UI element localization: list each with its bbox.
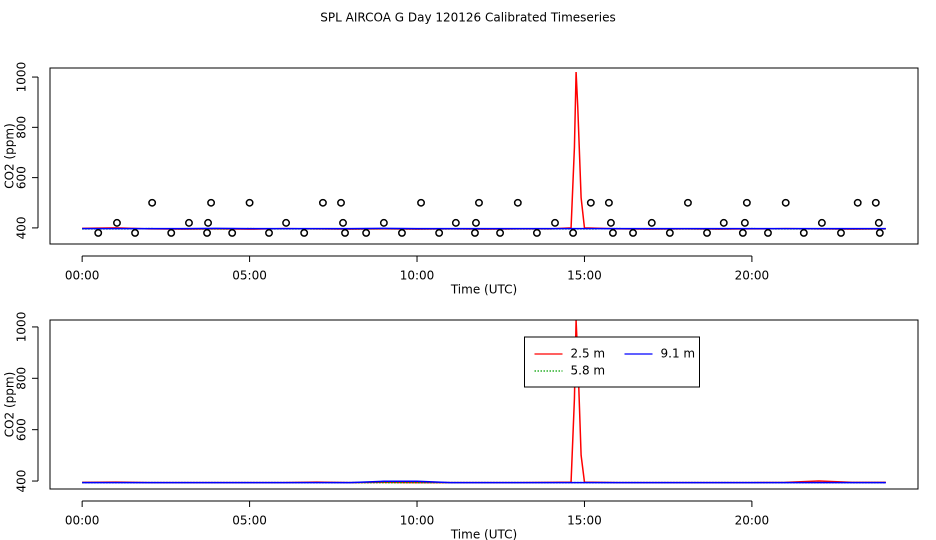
point	[874, 218, 883, 227]
y-tick-label: 1000	[15, 312, 29, 343]
y-axis-label: CO2 (ppm)	[3, 372, 17, 438]
legend-label: 2.5 m	[571, 347, 606, 361]
point	[719, 218, 728, 227]
point	[245, 198, 254, 207]
x-tick-label: 05:00	[232, 514, 267, 528]
series-line	[82, 320, 886, 484]
point	[131, 228, 140, 237]
y-tick-label: 800	[15, 116, 29, 139]
point	[113, 218, 121, 227]
point	[496, 228, 505, 237]
x-axis-label: Time (UTC)	[450, 528, 517, 540]
point	[703, 228, 711, 237]
y-tick-label: 400	[15, 216, 29, 239]
point	[683, 198, 692, 207]
y-tick-label: 1000	[15, 62, 29, 93]
point	[569, 228, 578, 237]
point	[799, 228, 808, 237]
point	[203, 228, 212, 237]
point	[341, 228, 349, 237]
y-tick-label: 400	[15, 470, 29, 493]
point	[417, 198, 425, 207]
legend-label: 9.1 m	[661, 347, 696, 361]
x-tick-label: 10:00	[400, 514, 435, 528]
y-axis-label: CO2 (ppm)	[3, 123, 17, 189]
x-tick-label: 20:00	[735, 269, 770, 283]
point	[318, 198, 327, 207]
point	[586, 198, 595, 207]
point	[647, 218, 656, 227]
y-tick-label: 600	[15, 418, 29, 441]
y-tick-label: 800	[15, 367, 29, 390]
point	[608, 228, 617, 237]
x-tick-label: 00:00	[65, 269, 100, 283]
point	[738, 228, 747, 237]
point	[228, 228, 237, 237]
plot-frame	[49, 319, 919, 490]
point	[875, 228, 884, 237]
point	[339, 218, 347, 227]
point	[300, 228, 309, 237]
point	[265, 228, 273, 237]
point	[379, 218, 388, 227]
point	[475, 198, 483, 207]
point	[148, 198, 157, 207]
point	[606, 218, 615, 227]
point	[871, 198, 880, 207]
point	[282, 218, 291, 227]
point	[471, 228, 479, 237]
point	[472, 218, 480, 227]
point	[451, 218, 460, 227]
point	[167, 228, 176, 237]
point	[185, 218, 193, 227]
x-tick-label: 15:00	[567, 269, 602, 283]
x-tick-label: 00:00	[65, 514, 100, 528]
point	[817, 218, 826, 227]
point	[94, 228, 103, 237]
x-tick-label: 10:00	[400, 269, 435, 283]
x-tick-label: 15:00	[567, 514, 602, 528]
x-tick-label: 20:00	[735, 514, 770, 528]
point	[781, 198, 790, 207]
point	[665, 228, 674, 237]
legend-box	[524, 336, 700, 388]
point	[764, 228, 772, 237]
point	[629, 228, 637, 237]
point	[398, 228, 406, 237]
point	[532, 228, 541, 237]
legend-label: 5.8 m	[571, 364, 606, 378]
point	[742, 198, 751, 207]
point	[837, 228, 845, 237]
point	[337, 198, 345, 207]
point	[604, 198, 613, 207]
point	[853, 198, 862, 207]
x-axis-label: Time (UTC)	[450, 283, 517, 297]
y-tick-label: 600	[15, 166, 29, 189]
series-line	[82, 71, 886, 230]
point	[204, 218, 213, 227]
series-line	[82, 480, 886, 484]
point	[740, 218, 749, 227]
point	[362, 228, 371, 237]
point	[513, 198, 522, 207]
point	[551, 218, 559, 227]
point	[435, 228, 444, 237]
x-tick-label: 05:00	[232, 269, 267, 283]
point	[207, 198, 216, 207]
plot-frame	[49, 67, 919, 245]
figure-title: SPL AIRCOA G Day 120126 Calibrated Times…	[320, 11, 615, 25]
